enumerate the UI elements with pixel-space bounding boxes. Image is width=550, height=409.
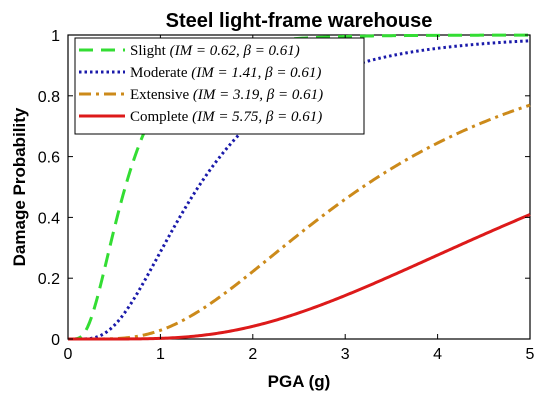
x-tick-label: 5 xyxy=(526,346,535,363)
legend-entry-complete: Complete (IM = 5.75, β = 0.61) xyxy=(130,109,322,125)
legend: Slight (IM = 0.62, β = 0.61) Moderate (IM… xyxy=(74,37,365,135)
y-tick-label: 0.2 xyxy=(38,271,60,288)
y-axis-label: Damage Probability xyxy=(10,107,29,266)
x-tick-label: 2 xyxy=(248,346,257,363)
x-tick-label: 4 xyxy=(433,346,442,363)
y-tick-label: 0.8 xyxy=(38,89,60,106)
legend-entry-extensive: Extensive (IM = 3.19, β = 0.61) xyxy=(130,87,323,103)
series-line-complete xyxy=(68,213,531,341)
series-line-extensive xyxy=(68,103,531,341)
y-tick-label: 1 xyxy=(51,28,60,45)
series-line-moderate xyxy=(68,39,531,341)
x-tick-label: 0 xyxy=(64,346,73,363)
x-axis-label: PGA (g) xyxy=(268,372,331,391)
legend-entry-slight: Slight (IM = 0.62, β = 0.61) xyxy=(130,43,300,59)
y-tick-label: 0.6 xyxy=(38,150,60,167)
legend-entry-moderate: Moderate (IM = 1.41, β = 0.61) xyxy=(130,65,321,81)
ticks-group: 0 1 2 3 4 5 0 0.2 0.4 0.6 0.8 1 xyxy=(38,28,535,363)
x-tick-label: 3 xyxy=(341,346,350,363)
chart-title: Steel light-frame warehouse xyxy=(166,10,433,32)
y-tick-label: 0 xyxy=(51,332,60,349)
y-tick-label: 0.4 xyxy=(38,210,60,227)
legend-box xyxy=(74,37,365,135)
x-tick-label: 1 xyxy=(156,346,165,363)
